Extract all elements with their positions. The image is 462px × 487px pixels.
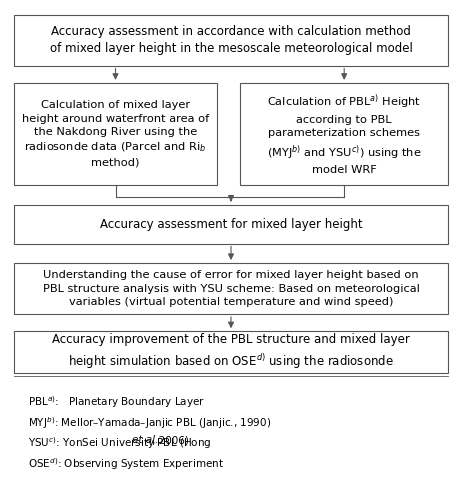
Bar — [14, 83, 217, 185]
Text: Calculation of PBL$^{a)}$ Height
according to PBL
parameterization schemes
(MYJ$: Calculation of PBL$^{a)}$ Height accordi… — [267, 93, 421, 175]
Text: MYJ$^{b)}$: Mellor–Yamada–Janjic PBL (Janjic., 1990): MYJ$^{b)}$: Mellor–Yamada–Janjic PBL (Ja… — [28, 415, 271, 431]
Text: Understanding the cause of error for mixed layer height based on
PBL structure a: Understanding the cause of error for mix… — [43, 270, 419, 307]
Bar — [14, 263, 448, 314]
Bar — [240, 83, 448, 185]
Text: Accuracy assessment for mixed layer height: Accuracy assessment for mixed layer heig… — [100, 218, 362, 230]
Bar — [14, 205, 448, 244]
Text: , 2006): , 2006) — [152, 435, 189, 446]
Text: Accuracy assessment in accordance with calculation method
of mixed layer height : Accuracy assessment in accordance with c… — [49, 25, 413, 55]
Text: Accuracy improvement of the PBL structure and mixed layer
height simulation base: Accuracy improvement of the PBL structur… — [52, 333, 410, 371]
Text: PBL$^{a)}$:   Planetary Boundary Layer: PBL$^{a)}$: Planetary Boundary Layer — [28, 394, 205, 410]
Bar — [14, 15, 448, 66]
Text: Calculation of mixed layer
height around waterfront area of
the Nakdong River us: Calculation of mixed layer height around… — [22, 100, 209, 168]
Text: et al.: et al. — [132, 435, 158, 446]
Text: YSU$^{c)}$: YonSei University PBL (Hong: YSU$^{c)}$: YonSei University PBL (Hong — [28, 435, 212, 451]
Bar — [14, 331, 448, 373]
Text: OSE$^{d)}$: Observing System Experiment: OSE$^{d)}$: Observing System Experiment — [28, 456, 224, 471]
